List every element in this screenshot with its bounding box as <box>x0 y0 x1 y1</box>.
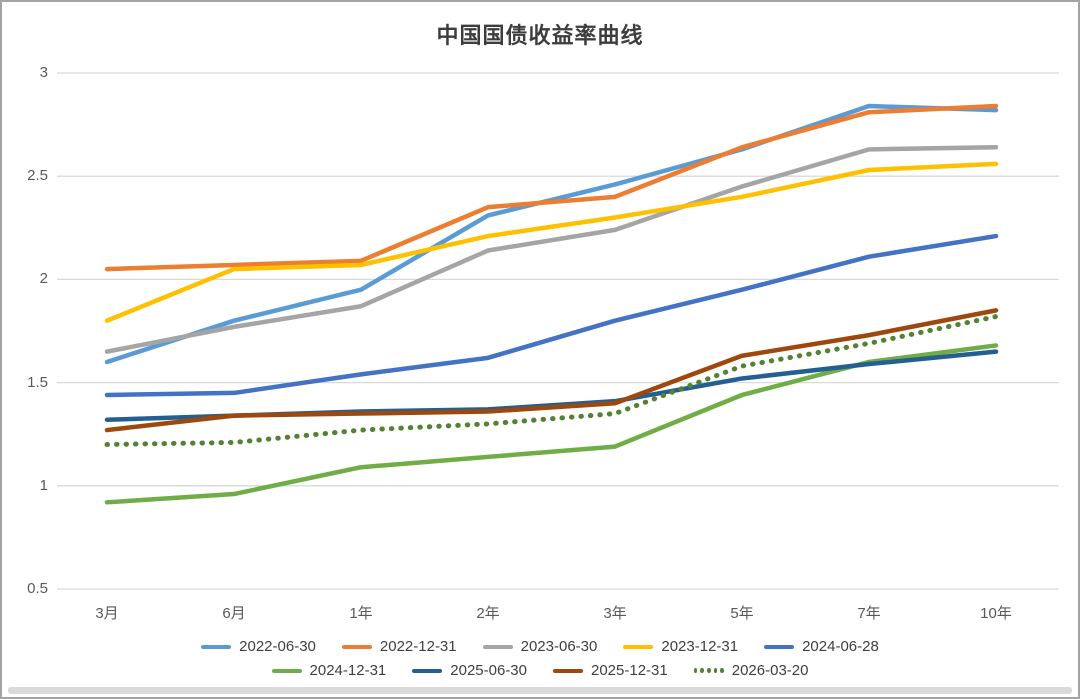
legend-marker-icon <box>271 668 302 673</box>
y-axis-label: 1 <box>39 476 48 494</box>
series-line-2023-06-30 <box>104 145 999 354</box>
y-axis-label: 1.5 <box>27 373 48 391</box>
legend-row: 2024-12-31 2025-06-30 2025-12-31 2026-03-20 <box>271 662 809 679</box>
y-axis-label: 2 <box>39 270 48 288</box>
chart-plot-area <box>57 72 1059 590</box>
series-line-2025-12-31 <box>104 308 999 433</box>
chart-title: 中国国债收益率曲线 <box>436 23 644 48</box>
legend-label: 2026-03-20 <box>731 662 809 679</box>
series-line-2026-03-20 <box>104 314 999 448</box>
x-axis-label: 1年 <box>349 605 373 622</box>
bottom-bar <box>8 687 1072 694</box>
legend-marker-icon <box>201 644 232 649</box>
legend-label: 2022-12-31 <box>379 638 457 655</box>
series-line-2024-12-31 <box>104 343 999 505</box>
legend-item-2023-06-30: 2023-06-30 <box>482 638 598 655</box>
legend-marker-icon <box>482 644 513 649</box>
legend-marker-icon <box>693 668 724 673</box>
legend-label: 2025-06-30 <box>450 662 527 679</box>
legend-marker-icon <box>764 644 795 649</box>
legend-label: 2022-06-30 <box>239 638 316 655</box>
legend-item-2024-06-28: 2024-06-28 <box>764 638 879 655</box>
legend-label: 2024-12-31 <box>309 662 387 679</box>
legend-item-2022-06-30: 2022-06-30 <box>201 638 316 655</box>
x-axis-label: 5年 <box>730 605 754 622</box>
x-axis-label: 2年 <box>476 605 500 622</box>
legend-marker-icon <box>412 668 443 673</box>
x-axis-label: 6月 <box>222 605 246 622</box>
legend-item-2026-03-20: 2026-03-20 <box>693 662 809 679</box>
legend-marker-icon <box>623 644 654 649</box>
series-line-2022-12-31 <box>104 103 999 272</box>
legend-row: 2022-06-30 2022-12-31 2023-06-30 2023-12-31… <box>201 638 879 655</box>
legend-item-2025-06-30: 2025-06-30 <box>412 662 527 679</box>
y-axis-label: 3 <box>39 64 48 81</box>
legend-label: 2025-12-31 <box>591 662 668 679</box>
legend-item-2023-12-31: 2023-12-31 <box>623 638 738 655</box>
legend-marker-icon <box>341 644 372 649</box>
legend-marker-icon <box>553 668 583 673</box>
legend-item-2025-12-31: 2025-12-31 <box>553 662 668 679</box>
legend-label: 2023-12-31 <box>661 638 739 655</box>
y-axis-label: 2.5 <box>27 167 48 185</box>
series-line-2023-12-31 <box>104 161 999 323</box>
legend-label: 2023-06-30 <box>520 638 598 655</box>
series-line-2024-06-28 <box>104 233 999 398</box>
chart-legend: 2022-06-30 2022-12-31 2023-06-30 2023-12-31… <box>2 638 1078 679</box>
legend-item-2022-12-31: 2022-12-31 <box>341 638 457 655</box>
x-axis-label: 3月 <box>95 605 119 622</box>
x-axis-label: 7年 <box>857 605 881 622</box>
y-axis-label: 0.5 <box>27 580 48 597</box>
x-axis-label: 3年 <box>603 605 627 622</box>
x-axis-label: 10年 <box>980 605 1012 622</box>
legend-label: 2024-06-28 <box>802 638 879 655</box>
legend-item-2024-12-31: 2024-12-31 <box>271 662 387 679</box>
